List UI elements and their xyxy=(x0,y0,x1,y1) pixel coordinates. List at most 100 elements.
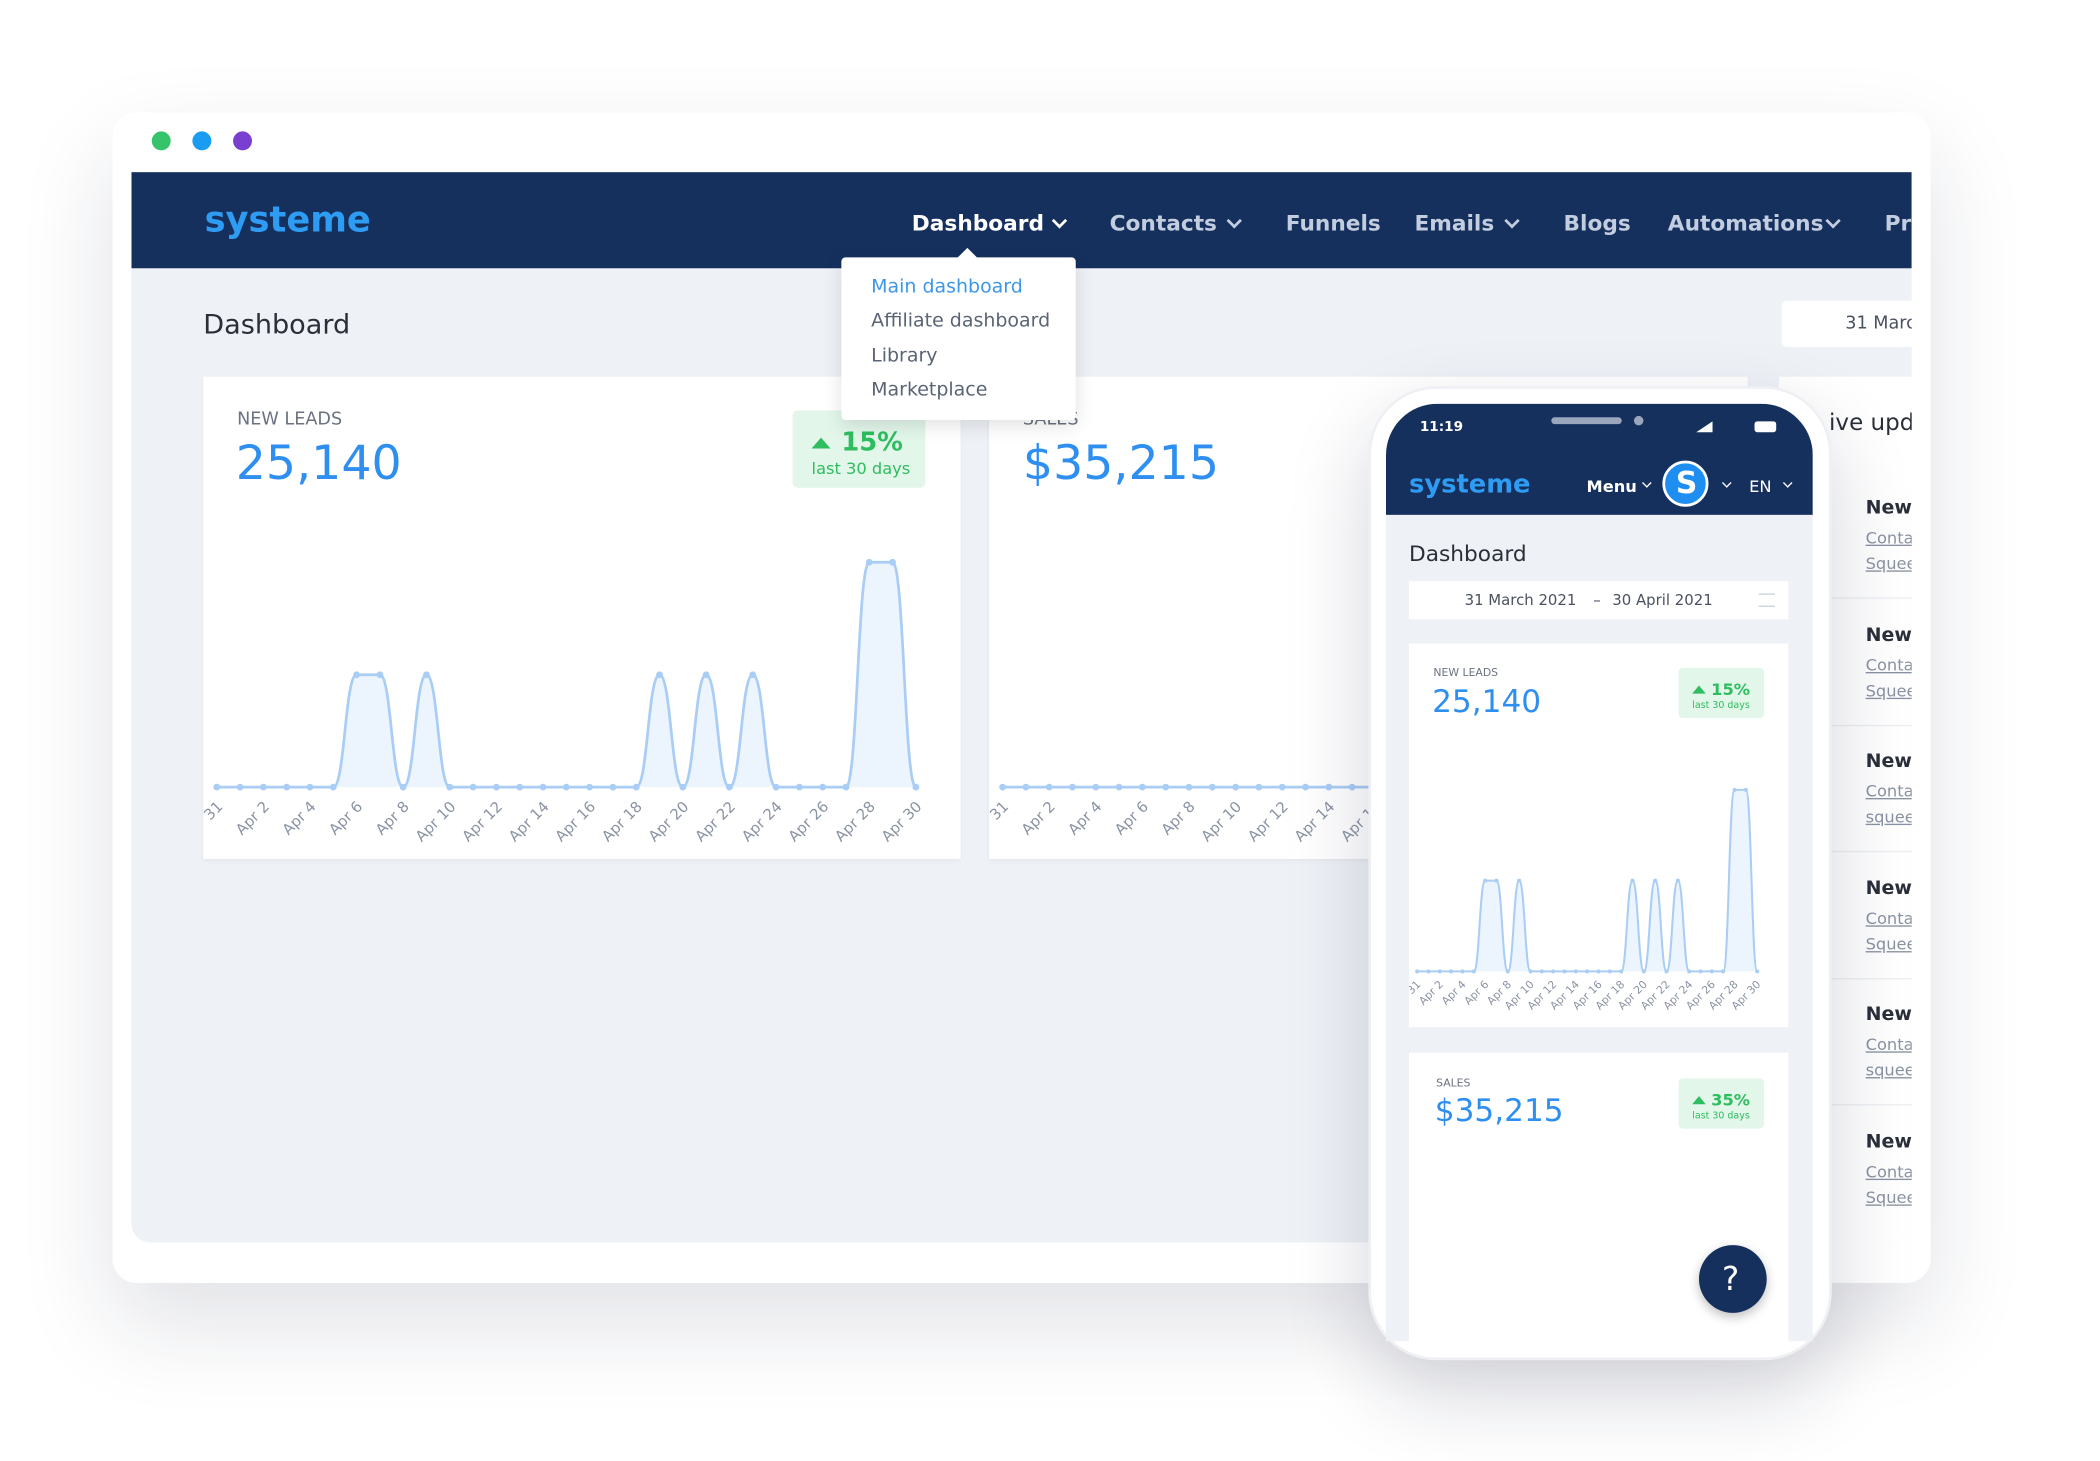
dropdown-item[interactable]: Library xyxy=(871,345,938,368)
separator xyxy=(1778,850,1912,853)
logo: systeme xyxy=(204,200,371,242)
x-tick-label: Apr 26 xyxy=(785,798,833,846)
point xyxy=(1069,783,1076,791)
point xyxy=(1483,878,1488,883)
live-item-link[interactable]: Conta xyxy=(1865,1161,1912,1181)
point xyxy=(1585,969,1590,974)
live-item-source[interactable]: Squee xyxy=(1865,934,1912,954)
nav-item[interactable]: Funnels xyxy=(1285,210,1381,236)
point xyxy=(1505,969,1510,974)
point xyxy=(376,671,384,679)
live-item-title: New xyxy=(1865,623,1912,646)
chevron xyxy=(1051,213,1068,229)
live-item-source[interactable]: Squee xyxy=(1865,554,1912,574)
point xyxy=(1732,787,1737,792)
point xyxy=(1232,783,1240,791)
nav-dropdown: Main dashboard Affiliate dashboard Libra… xyxy=(841,247,1076,421)
x-tick-label: Apr 12 xyxy=(458,798,506,846)
point xyxy=(259,783,267,791)
card-label: NEW LEADS xyxy=(1433,666,1499,679)
point xyxy=(656,671,663,679)
live-item-title: New xyxy=(1865,1130,1912,1153)
notch-speaker xyxy=(1551,417,1622,425)
live-item-source[interactable]: squee xyxy=(1865,1060,1912,1080)
x-tick-label: Apr 2 xyxy=(1018,798,1059,839)
x-tick-label: Apr 14 xyxy=(1291,798,1339,846)
point xyxy=(1348,783,1356,791)
point xyxy=(819,783,827,791)
area xyxy=(1417,789,1758,972)
point xyxy=(1185,783,1193,791)
date-sep: – xyxy=(1593,591,1601,610)
x-tick-label: Apr 4 xyxy=(1439,978,1469,1008)
date-picker: 31 Marc xyxy=(1781,300,1912,347)
phone-logo: systeme xyxy=(1409,469,1531,500)
point xyxy=(1687,969,1692,974)
dropdown-item[interactable]: Marketplace xyxy=(871,379,988,402)
live-item-link[interactable]: Conta xyxy=(1865,908,1912,928)
card-label: SALES xyxy=(1436,1077,1471,1090)
live-item-title: New xyxy=(1865,750,1912,773)
point xyxy=(1415,969,1420,974)
point xyxy=(1517,878,1522,883)
live-item-title: New xyxy=(1865,497,1912,519)
point xyxy=(1664,969,1669,974)
nav-item[interactable]: Dashboard xyxy=(911,210,1045,236)
panel-title: ive upda xyxy=(1829,409,1912,437)
x-tick-label: Apr 20 xyxy=(645,798,693,846)
avatar[interactable]: S xyxy=(1662,460,1709,507)
phone-title: Dashboard xyxy=(1409,540,1527,567)
date-text: 31 Marc xyxy=(1845,313,1912,334)
point xyxy=(213,783,221,791)
nav-item[interactable]: Pr xyxy=(1884,210,1912,236)
dropdown-item[interactable]: Main dashboard xyxy=(871,276,1023,299)
line xyxy=(216,560,918,789)
point xyxy=(609,783,617,791)
live-item-link[interactable]: Conta xyxy=(1865,528,1912,548)
point xyxy=(423,671,430,679)
live-item-link[interactable]: Conta xyxy=(1865,781,1912,801)
point xyxy=(912,783,920,791)
avatar-letter: S xyxy=(1675,467,1698,502)
nav-item[interactable]: Contacts xyxy=(1109,210,1217,236)
live-item-link[interactable]: Conta xyxy=(1865,655,1912,675)
point xyxy=(679,783,687,791)
live-item-source[interactable]: Squee xyxy=(1865,1187,1912,1207)
point xyxy=(1596,969,1601,974)
nav-item[interactable]: Emails xyxy=(1414,210,1495,236)
live-item-link[interactable]: Conta xyxy=(1865,1035,1912,1055)
status-time: 11:19 xyxy=(1419,420,1464,435)
separator xyxy=(1778,724,1912,726)
live-item-source[interactable]: squee xyxy=(1865,807,1912,827)
chevron xyxy=(1504,213,1520,229)
menu-button[interactable]: Menu xyxy=(1586,476,1637,496)
x-tick-label: Apr 6 xyxy=(1462,978,1492,1008)
point xyxy=(865,558,873,566)
dropdown-item[interactable]: Affiliate dashboard xyxy=(871,310,1051,332)
help-icon: ? xyxy=(1722,1260,1740,1298)
point xyxy=(446,783,454,791)
x-tick-label: Apr 14 xyxy=(505,798,553,846)
filter-icon xyxy=(1758,593,1775,607)
point xyxy=(1255,783,1263,791)
nav-item[interactable]: Automations xyxy=(1667,210,1824,236)
leads-card: NEW LEADS 25,140 15% last 30 days 31 Apr … xyxy=(203,376,961,859)
point xyxy=(1698,969,1703,974)
point xyxy=(1551,969,1556,974)
point xyxy=(1460,969,1465,974)
point xyxy=(1675,878,1680,883)
live-item-source[interactable]: Squee xyxy=(1865,680,1912,700)
point xyxy=(1208,783,1216,791)
nav-item[interactable]: Blogs xyxy=(1563,210,1631,236)
chevron xyxy=(1721,478,1732,488)
language[interactable]: EN xyxy=(1749,476,1772,496)
x-tick-label: Apr 18 xyxy=(598,798,646,846)
separator xyxy=(1778,1104,1912,1106)
x-tick-label: 31 xyxy=(203,798,226,824)
dot-blue xyxy=(192,131,212,151)
help-button[interactable]: ? xyxy=(1698,1245,1767,1313)
point xyxy=(586,783,594,791)
point xyxy=(1619,969,1624,974)
